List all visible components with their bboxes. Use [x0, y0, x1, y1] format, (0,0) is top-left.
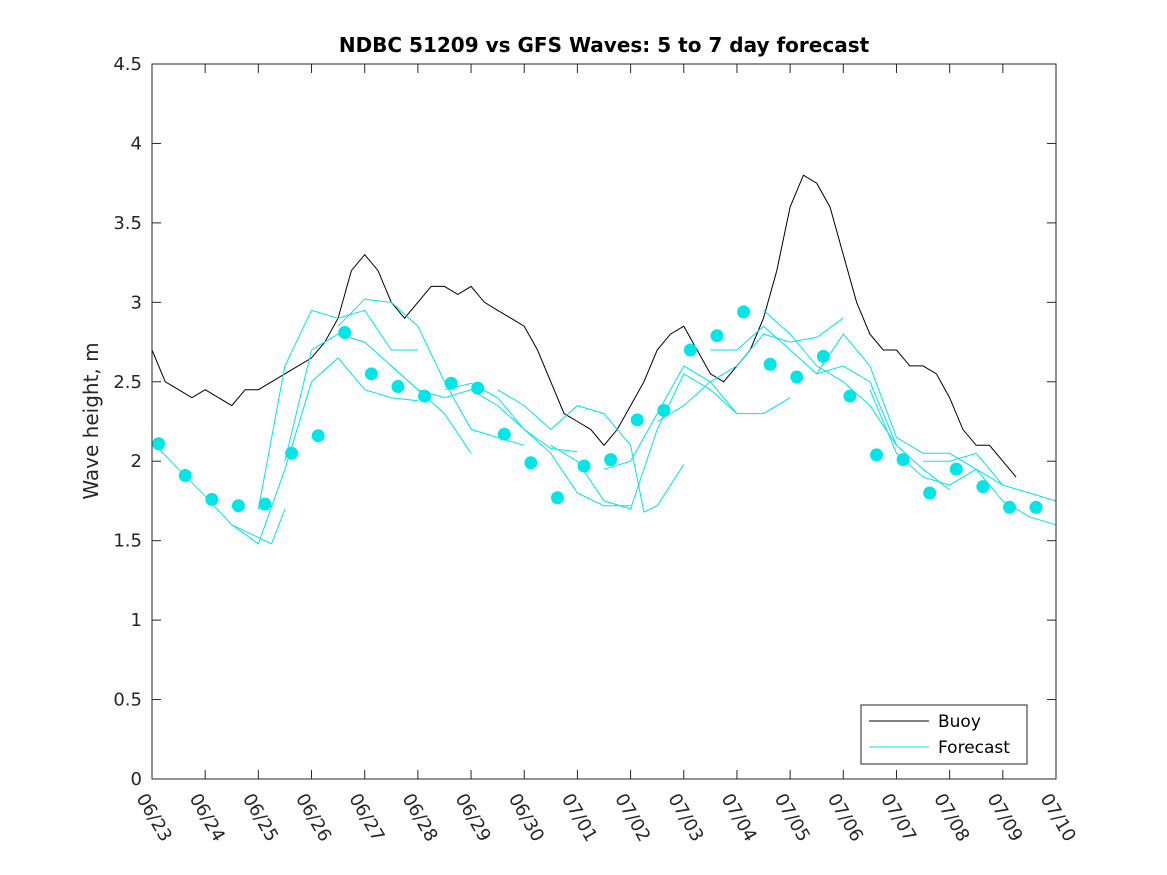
- forecast-line: [603, 365, 791, 470]
- y-tick-label: 1: [131, 610, 142, 631]
- forecast-marker: [391, 380, 405, 394]
- forecast-line: [550, 373, 738, 510]
- forecast-marker: [311, 429, 325, 443]
- forecast-marker: [630, 413, 644, 427]
- forecast-line: [816, 333, 1004, 486]
- forecast-line: [231, 357, 418, 545]
- y-tick-label: 4.5: [113, 54, 142, 75]
- legend-buoy-label: Buoy: [938, 712, 981, 732]
- forecast-marker: [524, 456, 538, 470]
- plot-series: [151, 174, 1057, 545]
- y-axis-label: Wave height, m: [79, 342, 103, 499]
- forecast-marker: [763, 357, 777, 371]
- forecast-line: [656, 317, 844, 422]
- forecast-marker: [790, 370, 804, 384]
- forecast-line: [710, 325, 897, 446]
- y-tick-label: 1.5: [113, 531, 142, 552]
- forecast-marker: [444, 376, 458, 390]
- forecast-marker: [976, 480, 990, 494]
- forecast-marker: [923, 486, 937, 500]
- forecast-marker: [870, 448, 884, 462]
- forecast-marker: [231, 499, 245, 513]
- forecast-marker: [497, 427, 511, 441]
- forecast-marker: [604, 453, 618, 467]
- forecast-marker: [843, 389, 857, 403]
- forecast-line: [869, 389, 1057, 526]
- y-axis-ticks: 0 0.5 1 1.5 2 2.5 3 3.5 4 4.5: [113, 54, 1056, 790]
- forecast-marker: [258, 497, 272, 511]
- forecast-line: [444, 382, 631, 507]
- y-tick-label: 2: [131, 451, 142, 472]
- forecast-marker: [364, 367, 378, 381]
- forecast-line: [763, 309, 950, 491]
- forecast-line: [257, 309, 418, 509]
- legend-box: [860, 704, 1028, 765]
- chart-title: NDBC 51209 vs GFS Waves: 5 to 7 day fore…: [339, 33, 870, 57]
- y-tick-label: 3: [131, 292, 142, 313]
- forecast-marker: [205, 492, 219, 506]
- y-tick-label: 2.5: [113, 372, 142, 393]
- forecast-line: [337, 298, 525, 446]
- y-tick-label: 0: [131, 769, 142, 790]
- forecast-marker: [683, 343, 697, 357]
- forecast-marker: [949, 462, 963, 476]
- forecast-marker: [338, 326, 352, 340]
- buoy-line: [151, 174, 1017, 478]
- forecast-line: [923, 452, 1057, 502]
- y-tick-label: 3.5: [113, 213, 142, 234]
- y-tick-label: 4: [131, 133, 142, 154]
- forecast-marker: [471, 381, 485, 395]
- forecast-marker: [1002, 500, 1016, 514]
- forecast-line: [390, 365, 578, 453]
- legend: Buoy Forecast: [860, 704, 1028, 765]
- forecast-marker: [1029, 500, 1043, 514]
- forecast-marker: [710, 329, 724, 343]
- forecast-marker: [152, 437, 166, 451]
- forecast-line: [284, 333, 472, 462]
- forecast-marker: [737, 305, 751, 319]
- forecast-marker: [550, 491, 564, 505]
- forecast-line: [497, 389, 685, 513]
- plot-frame: [151, 63, 1057, 780]
- forecast-marker: [577, 459, 591, 473]
- y-tick-label: 0.5: [113, 690, 142, 711]
- legend-forecast-label: Forecast: [938, 738, 1010, 758]
